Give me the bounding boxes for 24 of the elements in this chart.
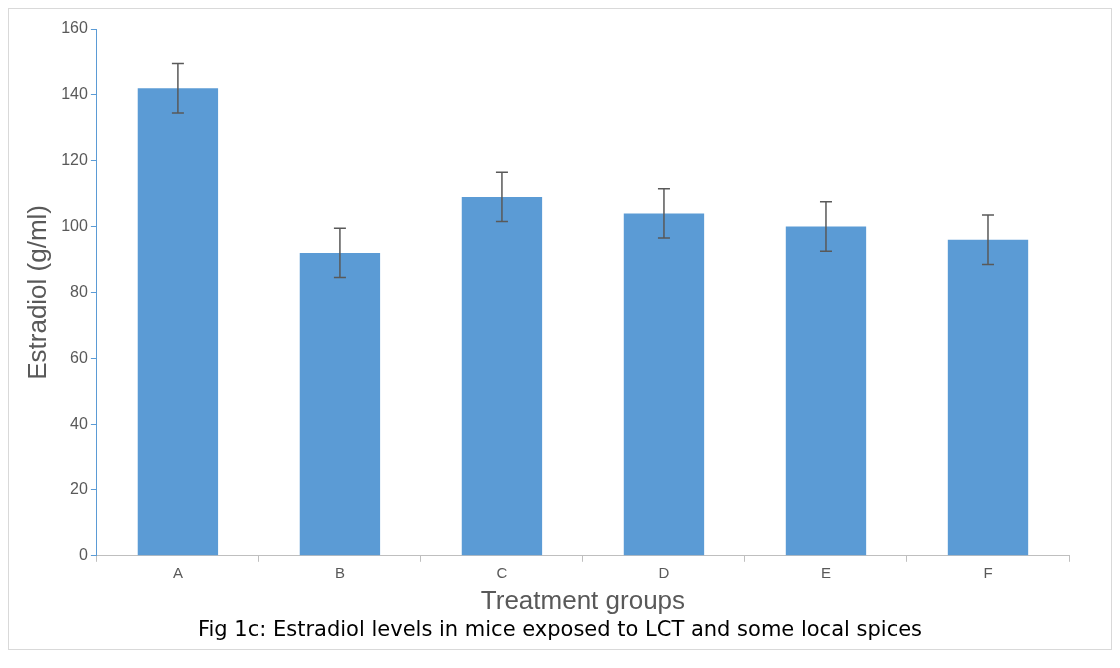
caption: Fig 1c: Estradiol levels in mice exposed to LCT and some local spices [196, 617, 924, 643]
bar [461, 196, 543, 556]
x-tick-label: A [172, 563, 183, 581]
y-tick-label: 0 [78, 546, 88, 564]
y-tick-label: 160 [61, 19, 88, 37]
x-tick-label: C [496, 563, 508, 581]
y-tick-label: 20 [70, 480, 88, 498]
x-tick-label: F [983, 563, 993, 581]
x-tick-label: B [334, 563, 345, 581]
y-tick-label: 140 [61, 85, 88, 103]
y-tick-label: 80 [70, 282, 88, 300]
y-axis-title: Estradiol (g/ml) [21, 204, 52, 380]
y-tick-label: 40 [70, 414, 88, 432]
x-tick-label: E [820, 563, 831, 581]
x-tick-label: D [658, 563, 670, 581]
bar [299, 252, 381, 556]
y-tick-label: 100 [61, 216, 88, 234]
bar [137, 88, 219, 556]
bar [623, 213, 705, 556]
y-tick-label: 60 [70, 348, 88, 366]
bar [785, 226, 867, 556]
bar [947, 239, 1029, 556]
x-axis-title: Treatment groups [480, 584, 686, 615]
y-tick-label: 120 [61, 151, 88, 169]
